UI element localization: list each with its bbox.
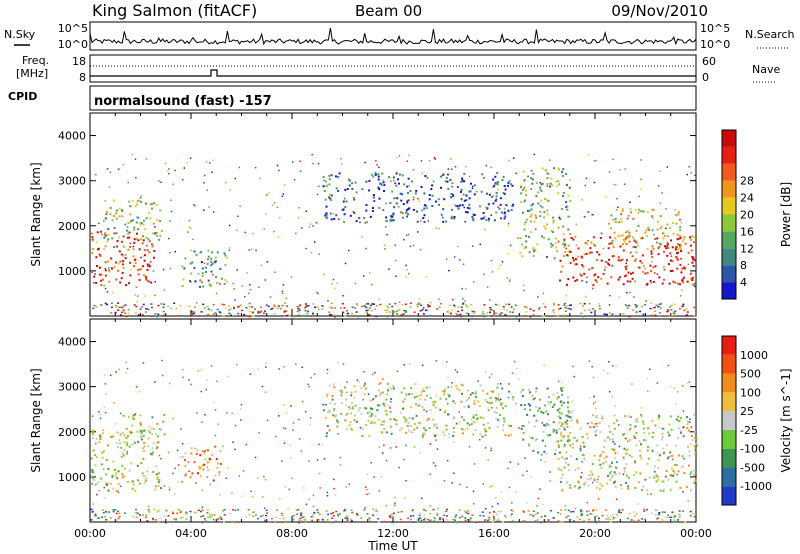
colorbar-swatch	[722, 231, 736, 249]
y-tick-label: 4000	[58, 130, 86, 143]
x-tick-label: 00:00	[680, 527, 712, 540]
echo-region-0	[90, 230, 157, 287]
beam-title: Beam 00	[355, 2, 422, 20]
colorbar-tick: 1000	[740, 349, 768, 362]
echo-region-3	[322, 171, 515, 224]
y-tick-label: 2000	[58, 220, 86, 233]
nave-label: Nave	[752, 63, 780, 76]
colorbar-swatch	[722, 411, 736, 430]
colorbar-tick: 12	[740, 242, 754, 255]
colorbar-swatch	[722, 354, 736, 374]
colorbar-swatch	[722, 130, 736, 147]
colorbar-tick: 16	[740, 225, 754, 238]
colorbar-tick: 8	[740, 259, 747, 272]
colorbar-tick: -1000	[740, 480, 772, 493]
date-title: 09/Nov/2010	[611, 2, 708, 20]
cpid-label: CPID	[8, 90, 37, 103]
y-tick-label: 4000	[58, 336, 86, 349]
colorbar-swatch	[722, 197, 736, 215]
noise-tick-left-bottom: 10^0	[58, 38, 88, 51]
colorbar-tick: 24	[740, 192, 754, 205]
y-tick-label: 1000	[58, 265, 86, 278]
echo-region-6	[607, 207, 685, 251]
y-tick-label: 2000	[58, 426, 86, 439]
colorbar-swatch	[722, 448, 736, 468]
echo-region-1	[119, 414, 166, 438]
y-tick-label: 3000	[58, 381, 86, 394]
echo-region-5	[557, 234, 696, 287]
velocity-colorbar: 1000 500 100 25 -25 -100 -500 -1000 Velocity [m …	[721, 335, 793, 506]
echo-region-1	[102, 199, 163, 241]
freq-panel: Freq. [MHz] 18 8 60 0 Nave	[16, 54, 780, 84]
x-axis-label: Time UT	[367, 539, 418, 553]
colorbar-tick: -100	[740, 443, 765, 456]
colorbar-swatch	[722, 163, 736, 181]
cpid-panel: CPID normalsound (fast) -157	[8, 85, 697, 111]
colorbar-swatch	[722, 146, 736, 164]
colorbar-tick: 25	[740, 405, 754, 418]
velocity-panel: 1000 2000 3000 4000 Slant Range [km]	[29, 318, 698, 524]
echo-region-4	[519, 167, 572, 260]
station-title: King Salmon (fitACF)	[92, 1, 257, 20]
colorbar-label: Power [dB]	[779, 182, 793, 247]
echo-region-5	[557, 413, 698, 493]
y-axis-label: Slant Range [km]	[29, 162, 43, 266]
y-axis-label: Slant Range [km]	[29, 368, 43, 472]
freq-unit-label: [MHz]	[16, 67, 48, 80]
colorbar-swatch	[722, 392, 736, 412]
colorbar-swatch	[722, 282, 736, 299]
nsearch-label: N.Search	[745, 28, 795, 41]
noise-tick-left-top: 10^5	[58, 22, 88, 35]
power-panel: 1000 2000 3000 4000 Slant Range [km]	[29, 112, 697, 318]
x-tick-label: 00:00	[74, 527, 106, 540]
y-tick-label: 3000	[58, 175, 86, 188]
scatter-noise	[91, 153, 696, 318]
colorbar-swatch	[722, 429, 736, 449]
colorbar-swatch	[722, 336, 736, 355]
x-tick-label: 04:00	[175, 527, 207, 540]
plot-frame	[89, 318, 697, 523]
colorbar-tick: -25	[740, 424, 758, 437]
x-tick-label: 20:00	[579, 527, 611, 540]
colorbar-label: Velocity [m s^-1]	[779, 368, 793, 472]
colorbar-tick: -500	[740, 461, 765, 474]
echo-region-2	[181, 445, 222, 483]
freq-trace	[90, 65, 696, 77]
colorbar-swatch	[722, 467, 736, 487]
scatter-noise	[90, 359, 696, 524]
colorbar-swatch	[722, 180, 736, 198]
freq-label: Freq.	[22, 54, 49, 67]
noise-tick-right-bottom: 10^0	[700, 38, 730, 51]
nsky-label: N.Sky	[4, 28, 36, 41]
freq-tick-bottom: 8	[79, 71, 86, 84]
noise-tick-right-top: 10^5	[700, 22, 730, 35]
colorbar-swatch	[722, 248, 736, 266]
colorbar-tick: 500	[740, 368, 761, 381]
colorbar-swatch	[722, 486, 736, 505]
colorbar-tick: 28	[740, 175, 754, 188]
echo-region-0	[90, 427, 162, 492]
x-tick-label: 08:00	[276, 527, 308, 540]
colorbar-swatch	[722, 214, 736, 232]
echo-region-4	[519, 386, 572, 456]
x-tick-label: 12:00	[377, 527, 409, 540]
nave-tick-top: 60	[702, 55, 716, 68]
colorbar-tick: 20	[740, 209, 754, 222]
colorbar-swatch	[722, 265, 736, 283]
echo-region-3	[322, 382, 515, 438]
colorbar-tick: 4	[740, 276, 747, 289]
cpid-value: normalsound (fast) -157	[94, 94, 272, 109]
power-colorbar: 4 8 12 16 20 24 28 Power [dB]	[721, 129, 793, 300]
noise-trace	[89, 27, 697, 46]
noise-panel: N.Sky 10^5 10^0 10^5 10^0 N.Search	[4, 21, 795, 51]
y-tick-label: 1000	[58, 471, 86, 484]
nave-tick-bottom: 0	[702, 71, 709, 84]
freq-tick-top: 18	[72, 55, 86, 68]
colorbar-tick: 100	[740, 386, 761, 399]
x-tick-label: 16:00	[478, 527, 510, 540]
echo-region-2	[181, 249, 229, 288]
x-axis-ticks: 00:00 04:00 08:00 12:00 16:00 20:00 00:00	[74, 527, 712, 540]
colorbar-swatch	[722, 373, 736, 393]
